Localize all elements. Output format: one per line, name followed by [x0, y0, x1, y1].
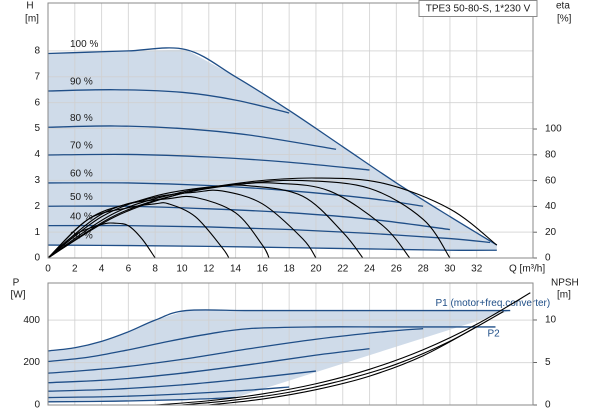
- x-tick-label: 26: [391, 264, 403, 275]
- secondary-curve: [47, 202, 230, 259]
- series-label: 60 %: [70, 169, 93, 180]
- y2-tick-label: 0: [545, 253, 551, 264]
- curve: [47, 205, 451, 231]
- y-tick-label: 0: [34, 253, 40, 264]
- y-tick-label: 8: [34, 46, 40, 57]
- series-label: P2: [487, 329, 500, 340]
- secondary-curve: [47, 184, 364, 259]
- y2-axis-label: NPSH: [551, 278, 579, 289]
- chart-title: TPE3 50-80-S, 1*230 V: [426, 4, 531, 15]
- series-label: 70 %: [70, 141, 93, 152]
- series-label: 40 %: [70, 211, 93, 222]
- operating-area: [48, 310, 511, 402]
- y2-axis-unit: [m]: [557, 290, 571, 301]
- series-label: 90 %: [70, 77, 93, 88]
- y2-tick-label: 40: [545, 201, 557, 212]
- y2-tick-label: 100: [545, 124, 562, 135]
- y-axis-label: H: [26, 1, 33, 12]
- curve: [47, 47, 498, 246]
- curve: [47, 182, 424, 207]
- x-tick-label: 18: [284, 264, 296, 275]
- secondary-curve: [155, 292, 531, 406]
- y-tick-label: 0: [34, 400, 40, 411]
- curve: [47, 327, 424, 374]
- y-tick-label: 400: [23, 315, 40, 326]
- x-tick-label: 20: [310, 264, 322, 275]
- x-tick-label: 24: [364, 264, 376, 275]
- title-box: [418, 0, 538, 17]
- y-axis-unit: [W]: [11, 290, 26, 301]
- curve: [47, 309, 511, 352]
- curve: [47, 370, 317, 392]
- x-tick-label: 10: [176, 264, 188, 275]
- x-tick-label: 0: [45, 264, 51, 275]
- y-tick-label: 7: [34, 71, 40, 82]
- x-tick-label: 2: [72, 264, 78, 275]
- x-tick-label: 12: [203, 264, 215, 275]
- plot-frame: [47, 282, 534, 406]
- x-tick-label: 32: [471, 264, 483, 275]
- y-tick-label: 200: [23, 357, 40, 368]
- secondary-curve: [47, 179, 451, 259]
- x-tick-label: 16: [257, 264, 269, 275]
- y2-tick-label: 0: [545, 400, 551, 411]
- curve: [47, 125, 337, 150]
- y-axis-unit: [m]: [25, 14, 39, 25]
- secondary-curve: [47, 189, 317, 259]
- curve: [47, 153, 370, 171]
- series-label: 100 %: [70, 39, 98, 50]
- secondary-curve: [47, 177, 498, 259]
- y2-tick-label: 60: [545, 175, 557, 186]
- x-tick-label: 4: [99, 264, 105, 275]
- y-tick-label: 6: [34, 97, 40, 108]
- secondary-curve: [208, 326, 477, 406]
- curve: [47, 386, 290, 399]
- curve: [47, 244, 497, 251]
- y2-tick-label: 10: [545, 315, 557, 326]
- x-axis-label: Q [m³/h]: [509, 264, 545, 275]
- y-tick-label: 2: [34, 201, 40, 212]
- y2-tick-label: 80: [545, 149, 557, 160]
- curve: [47, 89, 290, 114]
- x-tick-label: 30: [444, 264, 456, 275]
- x-tick-label: 8: [152, 264, 158, 275]
- curve: [47, 348, 370, 384]
- y-axis-label: P: [13, 278, 20, 289]
- x-tick-label: 6: [126, 264, 132, 275]
- x-tick-label: 22: [337, 264, 349, 275]
- x-tick-label: 28: [418, 264, 430, 275]
- series-label: 80 %: [70, 113, 93, 124]
- y2-tick-label: 5: [545, 357, 551, 368]
- y-tick-label: 4: [34, 149, 40, 160]
- y-tick-label: 1: [34, 227, 40, 238]
- curve: [47, 326, 496, 363]
- secondary-curve: [47, 182, 411, 259]
- y-tick-label: 3: [34, 175, 40, 186]
- secondary-curve: [47, 222, 156, 259]
- x-tick-label: 14: [230, 264, 242, 275]
- series-label: 50 %: [70, 192, 93, 203]
- y2-tick-label: 20: [545, 227, 557, 238]
- series-label: P1 (motor+freq.converter): [435, 298, 550, 309]
- y-tick-label: 5: [34, 123, 40, 134]
- plot-frame: [47, 2, 534, 259]
- curve: [47, 396, 236, 403]
- y2-axis-unit: [%]: [557, 14, 572, 25]
- y2-axis-label: eta: [556, 1, 570, 12]
